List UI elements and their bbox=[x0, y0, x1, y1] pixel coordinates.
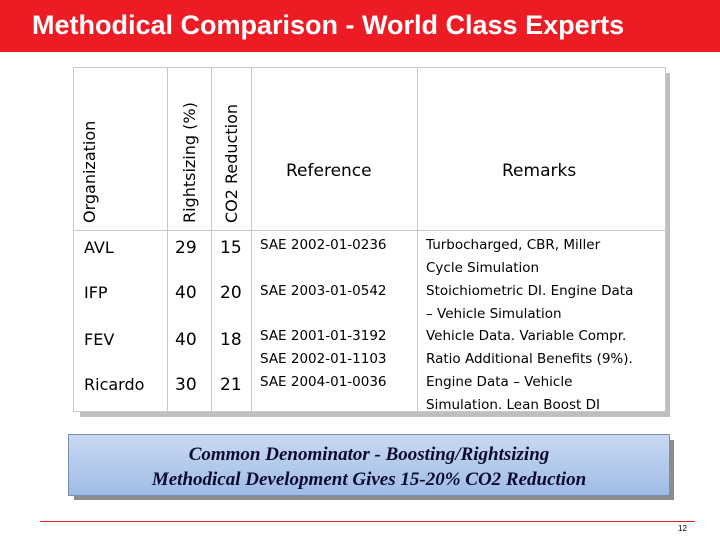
co2-cell: 18 bbox=[220, 330, 242, 350]
remark-line: Simulation. Lean Boost DI bbox=[426, 397, 600, 413]
remark-line: – Vehicle Simulation bbox=[426, 306, 562, 322]
footer-rule bbox=[40, 521, 695, 522]
banner-line-2: Methodical Development Gives 15-20% CO2 … bbox=[151, 469, 587, 490]
rightsizing-cell: 40 bbox=[175, 283, 197, 303]
co2-cell: 15 bbox=[220, 238, 242, 258]
reference-line: SAE 2003-01-0542 bbox=[260, 283, 387, 299]
column-divider bbox=[211, 68, 212, 411]
rightsizing-cell: 40 bbox=[175, 330, 197, 350]
column-divider bbox=[251, 68, 252, 411]
org-cell: IFP bbox=[84, 283, 108, 302]
org-cell: FEV bbox=[84, 330, 115, 349]
title-bar: Methodical Comparison - World Class Expe… bbox=[0, 0, 720, 52]
rightsizing-cell: 30 bbox=[175, 375, 197, 395]
banner-line-1: Common Denominator - Boosting/Rightsizin… bbox=[188, 444, 550, 465]
header-co2-reduction: CO2 Reduction bbox=[222, 103, 241, 223]
co2-cell: 21 bbox=[220, 375, 242, 395]
remark-line: Engine Data – Vehicle bbox=[426, 374, 573, 390]
header-divider bbox=[74, 230, 665, 231]
column-divider bbox=[167, 68, 168, 411]
remark-line: Turbocharged, CBR, Miller bbox=[426, 237, 601, 253]
header-remarks: Remarks bbox=[502, 161, 577, 181]
co2-cell: 20 bbox=[220, 283, 242, 303]
column-divider bbox=[417, 68, 418, 411]
remark-line: Stoichiometric DI. Engine Data bbox=[426, 283, 634, 299]
header-organization: Organization bbox=[80, 120, 99, 223]
comparison-table: Organization Rightsizing (%) CO2 Reducti… bbox=[73, 67, 666, 413]
rightsizing-cell: 29 bbox=[175, 238, 197, 258]
remark-line: Ratio Additional Benefits (9%). bbox=[426, 351, 633, 367]
reference-line: SAE 2004-01-0036 bbox=[260, 374, 387, 390]
reference-line: SAE 2001-01-3192 bbox=[260, 328, 387, 344]
remark-line: Cycle Simulation bbox=[426, 260, 540, 276]
org-cell: AVL bbox=[84, 238, 114, 257]
slide-title: Methodical Comparison - World Class Expe… bbox=[32, 10, 625, 40]
reference-line: SAE 2002-01-1103 bbox=[260, 351, 387, 367]
remark-line: Vehicle Data. Variable Compr. bbox=[426, 328, 627, 344]
reference-line: SAE 2002-01-0236 bbox=[260, 237, 387, 253]
page-number: 12 bbox=[678, 524, 687, 533]
header-reference: Reference bbox=[286, 161, 372, 181]
org-cell: Ricardo bbox=[84, 375, 145, 394]
header-rightsizing: Rightsizing (%) bbox=[180, 102, 199, 223]
summary-banner: Common Denominator - Boosting/Rightsizin… bbox=[68, 434, 670, 496]
